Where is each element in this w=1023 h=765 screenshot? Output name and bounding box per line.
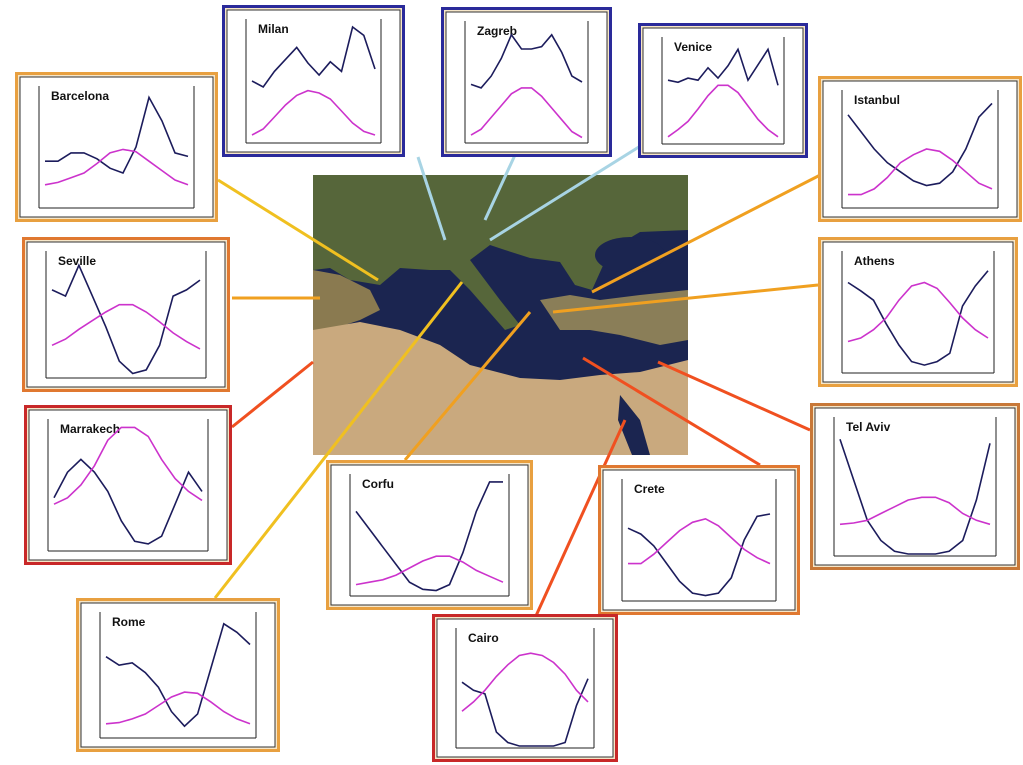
panel-inner: [823, 242, 1013, 382]
panel-title: Seville: [58, 254, 96, 268]
panel-inner: [603, 470, 795, 610]
panel-inner: [27, 242, 225, 387]
climate-panel: Zagreb: [443, 9, 611, 156]
climate-panel: Marrakech: [26, 407, 231, 564]
arrow: [232, 362, 313, 427]
panel-inner: [81, 603, 275, 747]
scene: Barcelona Milan Zagreb Venice Istanbul Sevill…: [0, 0, 1023, 765]
panel-inner: [815, 408, 1015, 565]
map: [313, 175, 688, 455]
panel-title: Corfu: [362, 477, 394, 491]
climate-panel: Barcelona: [17, 74, 217, 221]
panel-title: Cairo: [468, 631, 499, 645]
climate-panel: Tel Aviv: [812, 405, 1019, 569]
panel-title: Crete: [634, 482, 665, 496]
climate-panel: Milan: [224, 7, 404, 156]
panel-inner: [437, 619, 613, 757]
panel-inner: [823, 81, 1017, 217]
climate-panel: Corfu: [328, 462, 532, 609]
climate-panel: Istanbul: [820, 78, 1021, 221]
panel-inner: [643, 28, 803, 153]
climate-panel: Venice: [640, 25, 807, 157]
panel-title: Marrakech: [60, 422, 120, 436]
panel-title: Milan: [258, 22, 289, 36]
panel-title: Venice: [674, 40, 712, 54]
panel-title: Istanbul: [854, 93, 900, 107]
panel-title: Tel Aviv: [846, 420, 891, 434]
climate-panel: Rome: [78, 600, 279, 751]
panel-inner: [20, 77, 213, 217]
climate-panel: Crete: [600, 467, 799, 614]
page: Barcelona Milan Zagreb Venice Istanbul Sevill…: [0, 0, 1023, 765]
panel-title: Athens: [854, 254, 895, 268]
panel-title: Barcelona: [51, 89, 109, 103]
climate-panel: Cairo: [434, 616, 617, 761]
climate-panel: Athens: [820, 239, 1017, 386]
climate-panel: Seville: [24, 239, 229, 391]
panel-title: Rome: [112, 615, 146, 629]
panel-inner: [446, 12, 607, 152]
